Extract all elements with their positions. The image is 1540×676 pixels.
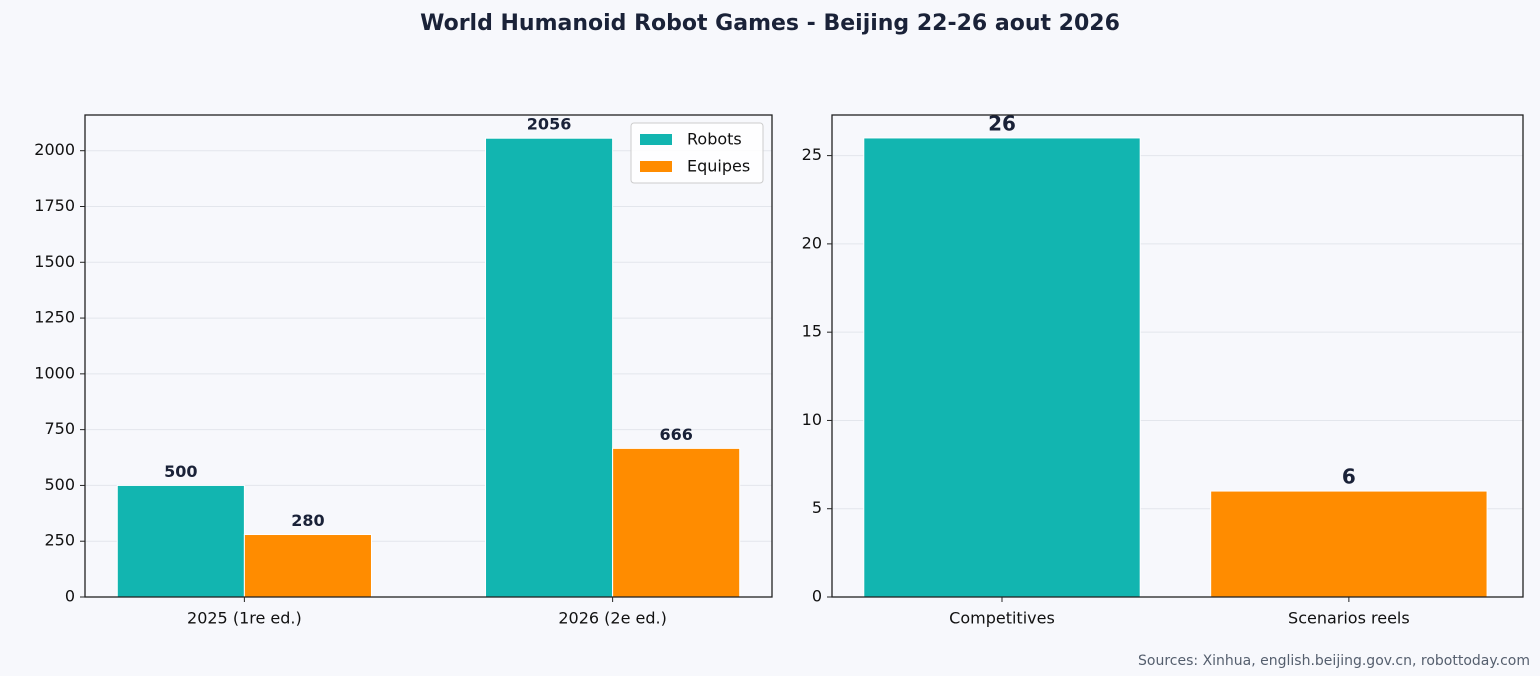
source: Sources: Xinhua, english.beijing.gov.cn,… <box>1138 653 1530 669</box>
y-tick-label: 5 <box>812 498 822 517</box>
bar <box>612 447 741 598</box>
y-tick-label: 20 <box>802 233 822 252</box>
y-tick-label: 25 <box>802 145 822 164</box>
y-tick-label: 0 <box>812 587 822 606</box>
y-tick-label: 250 <box>44 531 75 550</box>
axes-frame <box>831 114 1524 598</box>
bar <box>863 137 1141 598</box>
y-tick-label: 1250 <box>34 308 75 327</box>
y-tick-label: 1000 <box>34 363 75 382</box>
y-tick-label: 750 <box>44 419 75 438</box>
x-tick-label: 2025 (1re ed.) <box>187 609 302 628</box>
x-tick-label: 2026 (2e ed.) <box>558 609 666 628</box>
suptitle: World Humanoid Robot Games - Beijing 22-… <box>420 11 1120 36</box>
value-label: 2056 <box>527 115 572 134</box>
legend-swatch <box>640 161 672 172</box>
x-tick-label: Scenarios reels <box>1288 609 1410 628</box>
legend-label: Equipes <box>687 157 750 176</box>
axes-frame <box>84 114 773 598</box>
value-label: 280 <box>291 511 324 530</box>
bar <box>243 534 372 598</box>
bar <box>485 137 614 598</box>
y-tick-label: 1500 <box>34 252 75 271</box>
value-label: 6 <box>1342 465 1356 489</box>
y-tick-label: 1750 <box>34 196 75 215</box>
value-label: 666 <box>659 425 692 444</box>
y-tick-label: 2000 <box>34 140 75 159</box>
x-tick-label: Competitives <box>949 609 1055 628</box>
y-tick-label: 500 <box>44 475 75 494</box>
y-tick-label: 15 <box>802 322 822 341</box>
value-label: 500 <box>164 462 197 481</box>
legend-swatch <box>640 134 672 145</box>
bar <box>116 484 245 598</box>
bar <box>1210 490 1488 598</box>
legend-label: Robots <box>687 130 742 149</box>
y-tick-label: 0 <box>65 587 75 606</box>
y-tick-label: 10 <box>802 410 822 429</box>
